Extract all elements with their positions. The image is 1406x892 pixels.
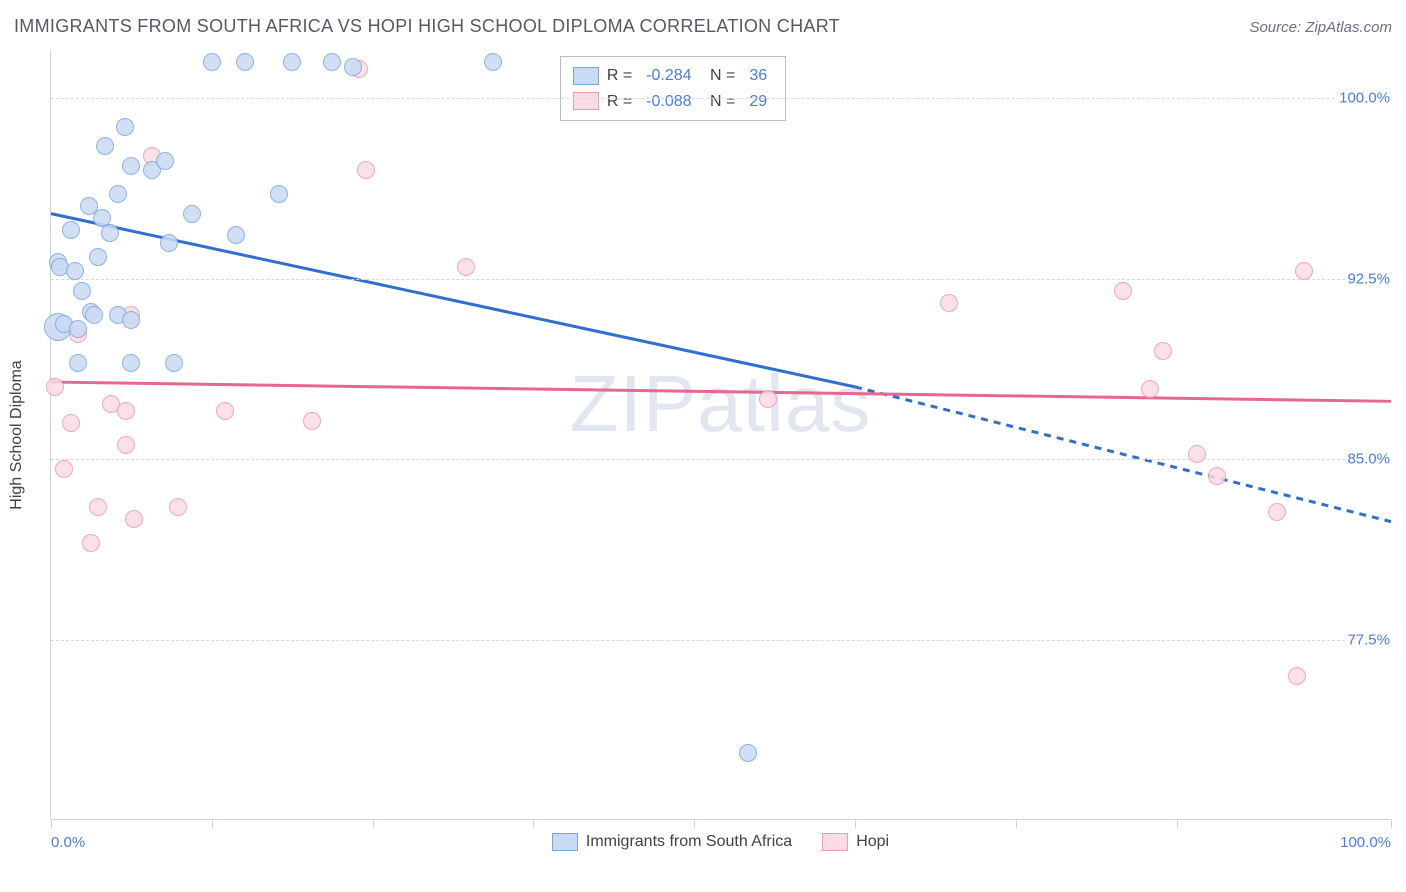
scatter-point-hopi	[216, 402, 234, 420]
x-tick	[533, 819, 534, 828]
scatter-point-sa	[96, 137, 114, 155]
scatter-point-sa	[236, 53, 254, 71]
scatter-point-hopi	[1295, 262, 1313, 280]
series-legend: Immigrants from South Africa Hopi	[51, 833, 1390, 851]
legend-item-sa: Immigrants from South Africa	[552, 833, 792, 851]
scatter-point-sa	[270, 185, 288, 203]
scatter-point-hopi	[303, 412, 321, 430]
scatter-point-sa	[283, 53, 301, 71]
scatter-point-sa	[85, 306, 103, 324]
scatter-point-hopi	[940, 294, 958, 312]
legend-swatch-sa	[552, 833, 578, 851]
legend-label-hopi: Hopi	[856, 833, 889, 851]
x-tick	[1016, 819, 1017, 828]
scatter-point-sa	[73, 282, 91, 300]
scatter-point-hopi	[1114, 282, 1132, 300]
n-value-hopi: 29	[749, 89, 767, 115]
scatter-point-sa	[227, 226, 245, 244]
grid-line	[51, 640, 1390, 641]
scatter-point-sa	[122, 311, 140, 329]
scatter-point-sa	[203, 53, 221, 71]
scatter-point-sa	[484, 53, 502, 71]
scatter-point-sa	[101, 224, 119, 242]
grid-line	[51, 279, 1390, 280]
x-tick	[694, 819, 695, 828]
scatter-point-hopi	[357, 161, 375, 179]
grid-line	[51, 98, 1390, 99]
scatter-point-hopi	[55, 460, 73, 478]
scatter-point-sa	[109, 185, 127, 203]
trend-line	[51, 382, 1391, 401]
scatter-point-hopi	[1188, 445, 1206, 463]
scatter-point-sa	[739, 744, 757, 762]
scatter-point-hopi	[457, 258, 475, 276]
n-value-sa: 36	[749, 63, 767, 89]
x-tick	[1177, 819, 1178, 828]
scatter-point-sa	[323, 53, 341, 71]
scatter-point-hopi	[89, 498, 107, 516]
chart-source: Source: ZipAtlas.com	[1249, 19, 1392, 36]
scatter-point-hopi	[117, 436, 135, 454]
x-tick-label: 100.0%	[1340, 834, 1391, 851]
scatter-point-hopi	[82, 534, 100, 552]
swatch-sa	[573, 67, 599, 85]
y-axis-label: High School Diploma	[8, 360, 26, 509]
scatter-point-sa	[62, 221, 80, 239]
scatter-point-hopi	[169, 498, 187, 516]
swatch-hopi	[573, 92, 599, 110]
scatter-point-sa	[165, 354, 183, 372]
scatter-point-sa	[160, 234, 178, 252]
scatter-point-hopi	[125, 510, 143, 528]
scatter-point-sa	[89, 248, 107, 266]
scatter-point-hopi	[117, 402, 135, 420]
x-tick	[1391, 819, 1392, 828]
y-tick-label: 100.0%	[1337, 90, 1392, 107]
scatter-point-hopi	[1268, 503, 1286, 521]
scatter-point-sa	[122, 157, 140, 175]
y-tick-label: 77.5%	[1345, 631, 1392, 648]
r-value-sa: -0.284	[646, 63, 691, 89]
legend-swatch-hopi	[822, 833, 848, 851]
x-tick	[212, 819, 213, 828]
scatter-point-sa	[122, 354, 140, 372]
scatter-point-sa	[183, 205, 201, 223]
scatter-point-sa	[156, 152, 174, 170]
chart-header: IMMIGRANTS FROM SOUTH AFRICA VS HOPI HIG…	[14, 16, 1392, 37]
trend-line	[855, 387, 1391, 522]
scatter-point-hopi	[1141, 380, 1159, 398]
stats-legend: R = -0.284 N = 36 R = -0.088 N = 29	[560, 56, 786, 121]
plot-area: High School Diploma ZIPatlas R = -0.284 …	[50, 50, 1390, 820]
scatter-point-sa	[69, 354, 87, 372]
scatter-point-hopi	[1208, 467, 1226, 485]
scatter-point-hopi	[1288, 667, 1306, 685]
x-tick	[373, 819, 374, 828]
scatter-point-hopi	[759, 390, 777, 408]
scatter-point-sa	[116, 118, 134, 136]
scatter-point-hopi	[62, 414, 80, 432]
legend-label-sa: Immigrants from South Africa	[586, 833, 792, 851]
x-tick	[855, 819, 856, 828]
x-tick-label: 0.0%	[51, 834, 85, 851]
r-value-hopi: -0.088	[646, 89, 691, 115]
legend-item-hopi: Hopi	[822, 833, 889, 851]
stats-legend-row-sa: R = -0.284 N = 36	[573, 63, 773, 89]
chart-title: IMMIGRANTS FROM SOUTH AFRICA VS HOPI HIG…	[14, 16, 840, 37]
scatter-point-hopi	[46, 378, 64, 396]
y-tick-label: 85.0%	[1345, 451, 1392, 468]
x-tick	[51, 819, 52, 828]
scatter-point-hopi	[1154, 342, 1172, 360]
scatter-point-sa	[69, 320, 87, 338]
y-tick-label: 92.5%	[1345, 270, 1392, 287]
scatter-point-sa	[66, 262, 84, 280]
trend-lines-svg	[51, 50, 1390, 819]
scatter-point-sa	[344, 58, 362, 76]
stats-legend-row-hopi: R = -0.088 N = 29	[573, 89, 773, 115]
